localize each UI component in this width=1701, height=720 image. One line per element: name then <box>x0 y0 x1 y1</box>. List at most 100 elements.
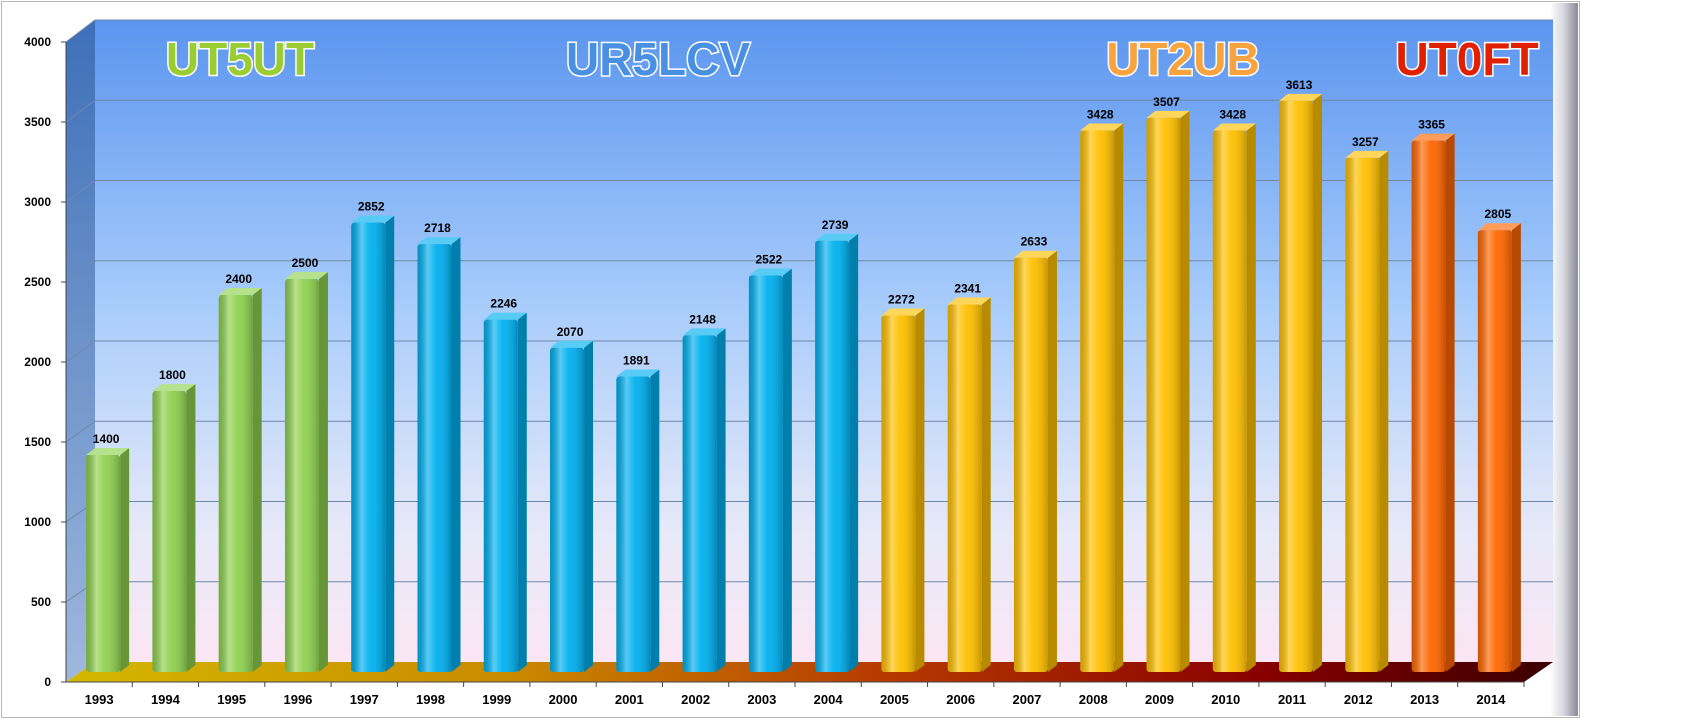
data-label: 3257 <box>1352 135 1379 149</box>
x-tick-label: 2014 <box>1476 692 1506 707</box>
y-tick-label: 500 <box>31 595 51 609</box>
gridline-side <box>65 420 96 443</box>
x-tick-label: 2009 <box>1145 692 1174 707</box>
bar-shading <box>616 376 651 672</box>
bar-top <box>417 237 461 245</box>
bar-shading <box>1411 140 1446 673</box>
bar-side <box>1246 123 1256 672</box>
data-label: 2852 <box>358 200 385 214</box>
bar-side <box>716 328 726 672</box>
bar-top <box>86 448 130 455</box>
operator-label-ut2ub: UT2UB <box>1106 33 1259 85</box>
y-tick-label: 3000 <box>24 195 51 209</box>
y-tick-label: 4000 <box>24 35 51 49</box>
data-label: 2633 <box>1021 235 1048 249</box>
x-tick-label: 2008 <box>1079 692 1108 707</box>
x-tick-label: 1995 <box>217 692 246 707</box>
bar-top <box>351 215 395 223</box>
bar-shading <box>1080 130 1115 672</box>
bar-side <box>1180 110 1190 672</box>
bar-top <box>1345 150 1389 158</box>
y-tick-label: 2000 <box>24 355 51 369</box>
bar-shading <box>1146 117 1181 672</box>
x-tick-label: 1996 <box>283 692 312 707</box>
data-label: 3428 <box>1087 108 1114 122</box>
data-label: 2070 <box>557 325 584 339</box>
x-tick-label: 1998 <box>416 692 445 707</box>
bar-top <box>152 384 196 391</box>
bar-shading <box>682 335 717 672</box>
data-label: 2148 <box>689 312 716 326</box>
bar-side <box>1511 223 1521 672</box>
y-tick-label: 2500 <box>24 275 51 289</box>
operator-label-ur5lcv: UR5LCV <box>566 33 750 85</box>
data-label: 3428 <box>1219 108 1246 122</box>
gridline-side <box>65 19 96 43</box>
data-label: 2341 <box>954 281 981 295</box>
bar-top <box>483 312 527 320</box>
bar-side <box>1114 123 1124 672</box>
bar-shading <box>218 295 253 672</box>
x-tick-label: 2012 <box>1344 692 1373 707</box>
x-tick-label: 1993 <box>85 692 114 707</box>
bar-shading <box>86 455 121 672</box>
y-tick-label: 3500 <box>24 115 51 129</box>
data-label: 3507 <box>1153 95 1180 109</box>
x-tick-label: 2002 <box>681 692 710 707</box>
bar-side <box>451 237 461 672</box>
x-tick-label: 2005 <box>880 692 909 707</box>
data-label: 2246 <box>490 297 517 311</box>
bar-shading <box>1345 157 1380 672</box>
bar-shading <box>351 222 386 672</box>
data-label: 3613 <box>1286 78 1313 92</box>
bar-shading <box>417 244 452 672</box>
operator-label-ut5ut: UT5UT <box>166 33 314 85</box>
bar-top <box>881 308 925 316</box>
bar-side <box>186 384 196 672</box>
x-tick-label: 2003 <box>747 692 776 707</box>
bar-top <box>1279 93 1323 101</box>
bar-side <box>318 272 328 672</box>
bar-side <box>782 268 792 672</box>
bar-top <box>815 233 859 241</box>
bar-shading <box>1013 257 1048 672</box>
bar-shading <box>152 391 187 672</box>
x-tick-label: 1994 <box>151 692 181 707</box>
bar-side <box>1313 93 1323 673</box>
bar-top <box>1013 250 1057 258</box>
bar-top <box>947 297 991 305</box>
data-label: 2500 <box>292 256 319 270</box>
bar-shading <box>881 315 916 672</box>
bar-side <box>1445 133 1455 673</box>
bar-side <box>650 369 660 672</box>
bar-side <box>584 340 594 672</box>
x-tick-label: 2011 <box>1278 692 1306 707</box>
bar-shading <box>284 279 319 672</box>
bar-shading <box>1212 130 1247 672</box>
bar-side <box>849 233 859 672</box>
gridline-side <box>65 260 96 283</box>
gridline-side <box>65 99 96 123</box>
bar-side <box>1379 150 1389 672</box>
bar-top <box>1411 133 1455 141</box>
frame-shade <box>1550 3 1578 716</box>
data-label: 2400 <box>225 272 252 286</box>
x-tick-label: 2006 <box>946 692 975 707</box>
x-tick-label: 2007 <box>1012 692 1041 707</box>
bar-top <box>1477 223 1521 231</box>
bar-top <box>1146 110 1190 118</box>
bar-shading <box>550 347 585 672</box>
bar-top <box>218 288 262 295</box>
y-tick-label: 0 <box>44 675 51 689</box>
data-label: 2805 <box>1485 207 1512 221</box>
data-label: 2272 <box>888 292 915 306</box>
bar-top <box>682 328 726 336</box>
bar-side <box>120 448 130 672</box>
x-tick-label: 1997 <box>350 692 379 707</box>
bar-top <box>616 369 660 377</box>
data-label: 3365 <box>1418 118 1445 132</box>
bar-side <box>252 288 262 672</box>
x-tick-label: 2000 <box>549 692 578 707</box>
x-tick-label: 2010 <box>1211 692 1240 707</box>
bar-top <box>1080 123 1124 131</box>
